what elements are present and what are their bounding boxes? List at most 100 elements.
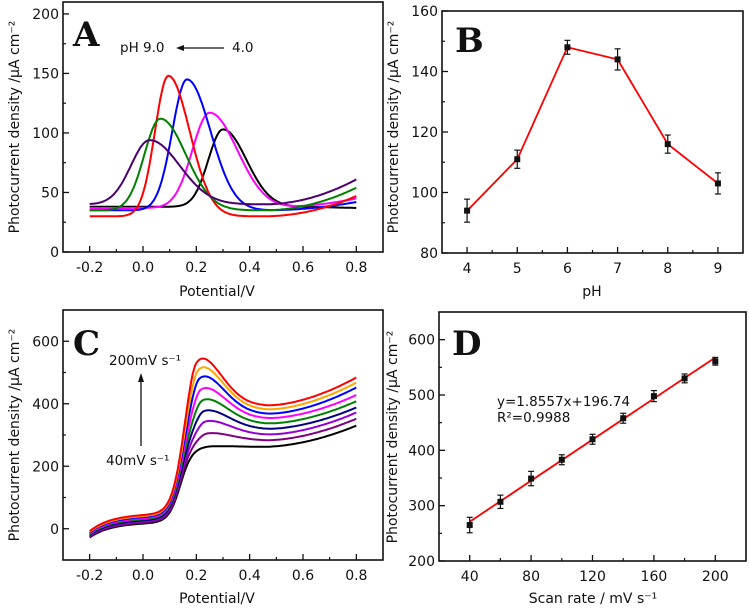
series-line-120-mv-s — [89, 398, 357, 536]
series-line-140-mv-s — [89, 387, 357, 535]
panel-a-annotation-right: 4.0 — [232, 40, 253, 56]
panel-b-letter: B — [455, 21, 484, 61]
y-tick-label: 140 — [411, 65, 438, 81]
panel-c: -0.2 0.0 0.2 0.4 0.6 0.8 0 200 400 600 C 200mV s⁻… — [7, 309, 384, 607]
data-point — [712, 358, 719, 365]
y-tick-label: 300 — [408, 499, 435, 515]
data-point — [564, 44, 571, 51]
panel-a-letter: A — [72, 15, 100, 55]
panel-b-series — [464, 39, 721, 223]
series-line-ph-9-0 — [89, 139, 357, 206]
data-point — [528, 475, 535, 482]
x-tick-label: 40 — [461, 569, 479, 585]
panel-d-r2: R²=0.9988 — [497, 410, 570, 426]
x-tick-label: 7 — [613, 261, 622, 277]
panel-c-letter: C — [73, 324, 100, 364]
panel-d-series — [466, 356, 719, 534]
series-line-60-mv-s — [89, 417, 357, 538]
y-tick-label: 160 — [411, 4, 438, 20]
y-tick-label: 50 — [41, 185, 59, 201]
panel-c-ylabel: Photocurrent density /μA cm⁻² — [7, 329, 23, 542]
panel-b-ticks: 4 5 6 7 8 9 80 100 120 140 160 — [411, 4, 722, 277]
panel-b: 4 5 6 7 8 9 80 100 120 140 160 B pH Photocurrent d… — [386, 4, 744, 300]
panel-b-xlabel: pH — [582, 284, 601, 300]
y-tick-label: 100 — [411, 186, 438, 202]
series-line-ph-8-0 — [89, 117, 357, 212]
data-point — [650, 393, 657, 400]
y-tick-label: 200 — [32, 459, 59, 475]
data-point — [558, 456, 565, 463]
series-line-180-mv-s — [89, 366, 357, 533]
panel-c-annotation-top: 200mV s⁻¹ — [109, 353, 181, 369]
panel-d-ticks: 40 80 120 160 200 200 300 400 500 600 — [408, 333, 728, 585]
y-tick-label: 400 — [32, 397, 59, 413]
x-tick-label: 4 — [463, 261, 472, 277]
x-tick-label: 0.8 — [345, 260, 367, 276]
data-point — [514, 156, 521, 163]
panel-d-ylabel: Photocurrent density /μA cm⁻² — [385, 331, 401, 544]
x-tick-label: 0.8 — [345, 568, 367, 584]
panel-c-annotation-bottom: 40mV s⁻¹ — [106, 453, 169, 469]
y-tick-label: 600 — [408, 333, 435, 349]
data-point — [497, 498, 504, 505]
ph-line — [466, 46, 719, 212]
data-point — [589, 436, 596, 443]
panel-b-ylabel: Photocurrent density /μA cm⁻² — [386, 21, 402, 234]
series-line-ph-5-0 — [89, 111, 357, 209]
series-line-80-mv-s — [89, 411, 357, 537]
series-line-ph-4-0 — [89, 128, 357, 209]
panel-a-annotation-left: pH 9.0 — [120, 40, 164, 56]
panel-c-arrowhead — [138, 373, 144, 382]
y-tick-label: 200 — [408, 554, 435, 570]
y-tick-label: 500 — [408, 388, 435, 404]
data-point — [466, 522, 473, 529]
series-line-200-mv-s — [89, 357, 357, 532]
x-tick-label: 0.4 — [239, 260, 261, 276]
panel-c-xlabel: Potential/V — [179, 591, 255, 607]
panel-a-ylabel: Photocurrent density /μA cm⁻² — [7, 21, 23, 234]
y-tick-label: 100 — [32, 126, 59, 142]
panel-a-xlabel: Potential/V — [179, 284, 255, 300]
panel-a-series — [89, 74, 357, 218]
data-point — [681, 375, 688, 382]
x-tick-label: 0.2 — [185, 260, 207, 276]
y-tick-label: 120 — [411, 125, 438, 141]
panel-d-letter: D — [452, 324, 481, 364]
x-tick-label: 5 — [513, 261, 522, 277]
x-tick-label: 160 — [641, 569, 668, 585]
x-tick-label: 6 — [563, 261, 572, 277]
panel-a-ticks: -0.2 0.0 0.2 0.4 0.6 0.8 0 50 100 150 200 — [32, 7, 367, 276]
panel-a: -0.2 0.0 0.2 0.4 0.6 0.8 0 50 100 150 200 A pH 9.0… — [7, 1, 384, 300]
panel-d-xlabel: Scan rate / mV s⁻¹ — [529, 591, 658, 607]
panel-d: 40 80 120 160 200 200 300 400 500 600 D y=1.8557x… — [385, 311, 747, 607]
data-point — [464, 207, 471, 214]
x-tick-label: 0.4 — [239, 568, 261, 584]
x-tick-label: 0.6 — [292, 568, 314, 584]
y-tick-label: 0 — [50, 522, 59, 538]
y-tick-label: 400 — [408, 443, 435, 459]
series-line-ph-6-0 — [89, 78, 357, 212]
panel-c-ticks: -0.2 0.0 0.2 0.4 0.6 0.8 0 200 400 600 — [32, 334, 367, 584]
panel-c-series — [89, 357, 357, 539]
x-tick-label: 0.6 — [292, 260, 314, 276]
panel-a-arrowhead — [176, 45, 184, 51]
x-tick-label: -0.2 — [76, 260, 103, 276]
y-tick-label: 150 — [32, 66, 59, 82]
y-tick-label: 200 — [32, 7, 59, 23]
x-tick-label: 0.0 — [132, 568, 154, 584]
panel-b-frame — [441, 10, 744, 254]
y-tick-label: 600 — [32, 334, 59, 350]
panel-a-frame — [62, 1, 384, 253]
x-tick-label: 0.2 — [185, 568, 207, 584]
x-tick-label: 80 — [522, 569, 540, 585]
y-tick-label: 80 — [420, 246, 438, 262]
panel-d-equation: y=1.8557x+196.74 — [497, 394, 630, 410]
series-line-40-mv-s — [89, 424, 357, 539]
data-point — [714, 180, 721, 187]
x-tick-label: 200 — [702, 569, 729, 585]
data-point — [620, 415, 627, 422]
x-tick-label: 0.0 — [132, 260, 154, 276]
data-point — [614, 56, 621, 63]
series-line-100-mv-s — [89, 406, 357, 536]
